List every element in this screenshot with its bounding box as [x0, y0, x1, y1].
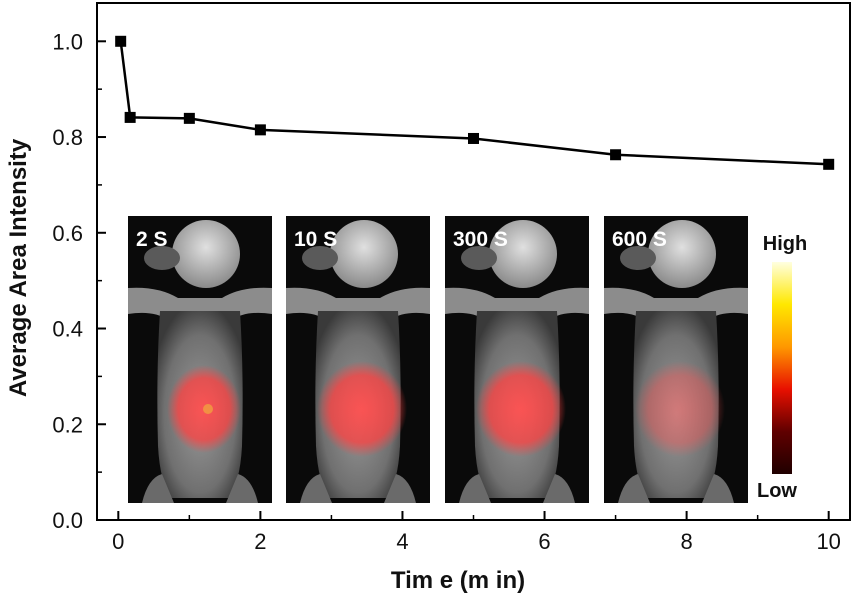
mouse-head: [330, 220, 398, 288]
y-axis: 0.0 0.2 0.4 0.6 0.8 1.0: [52, 29, 106, 533]
data-point: [115, 35, 127, 47]
mouse-ear: [620, 246, 656, 270]
mouse-leg: [300, 474, 332, 503]
fluorescence-signal: [317, 361, 407, 457]
mouse-leg: [618, 474, 650, 503]
colorbar-gradient: [772, 262, 792, 474]
inset-panel-label: 2 S: [136, 228, 168, 251]
x-tick-label: 6: [538, 529, 550, 554]
data-point: [124, 111, 136, 123]
colorbar-high-label: High: [763, 233, 807, 255]
data-point: [468, 132, 479, 144]
mouse-head: [489, 220, 557, 288]
mouse-head: [648, 220, 716, 288]
x-tick-label: 4: [396, 529, 408, 554]
mouse-leg: [142, 474, 174, 503]
mouse-ear: [302, 246, 338, 270]
fluorescence-signal: [476, 361, 566, 457]
inset-panel: 300 S: [445, 216, 589, 503]
data-point: [610, 149, 622, 161]
x-axis: 0 2 4 6 8 10: [112, 511, 841, 554]
mouse-ear: [461, 246, 497, 270]
x-tick-label: 2: [254, 529, 266, 554]
data-point: [254, 124, 266, 136]
inset-panel-label: 600 S: [612, 228, 667, 251]
y-tick-label: 0.6: [52, 221, 83, 246]
fluorescence-signal: [635, 361, 725, 457]
series-line: [119, 41, 829, 166]
inset-panel: 10 S: [286, 216, 430, 503]
inset-panel-label: 10 S: [294, 228, 337, 251]
mouse-leg: [459, 474, 491, 503]
inset-panel: 2 S: [128, 216, 272, 503]
x-tick-label: 10: [816, 529, 840, 554]
colorbar-low-label: Low: [757, 480, 797, 502]
x-tick-label: 0: [112, 529, 124, 554]
data-point: [183, 112, 195, 124]
mouse-ear: [144, 246, 180, 270]
inset-images: 2 S 10 S 300 S 600 S: [128, 216, 748, 503]
mouse-leg: [384, 474, 416, 503]
y-tick-label: 1.0: [52, 29, 83, 54]
data-point: [823, 158, 835, 170]
x-tick-label: 8: [680, 529, 692, 554]
fluorescence-hotspot: [203, 404, 213, 414]
y-tick-label: 0.0: [52, 508, 83, 533]
mouse-leg: [702, 474, 734, 503]
y-tick-label: 0.2: [52, 412, 83, 437]
series-layer: [115, 35, 835, 170]
y-axis-title: Average Area Intensity: [5, 138, 32, 397]
x-axis-title: Tim e (m in): [391, 567, 525, 594]
y-tick-label: 0.8: [52, 125, 83, 150]
mouse-head: [172, 220, 240, 288]
mouse-leg: [543, 474, 575, 503]
inset-panel: 600 S: [604, 216, 748, 503]
colorbar: High Low: [757, 233, 807, 502]
inset-panel-label: 300 S: [453, 228, 508, 251]
mouse-leg: [226, 474, 258, 503]
y-tick-label: 0.4: [52, 317, 83, 342]
